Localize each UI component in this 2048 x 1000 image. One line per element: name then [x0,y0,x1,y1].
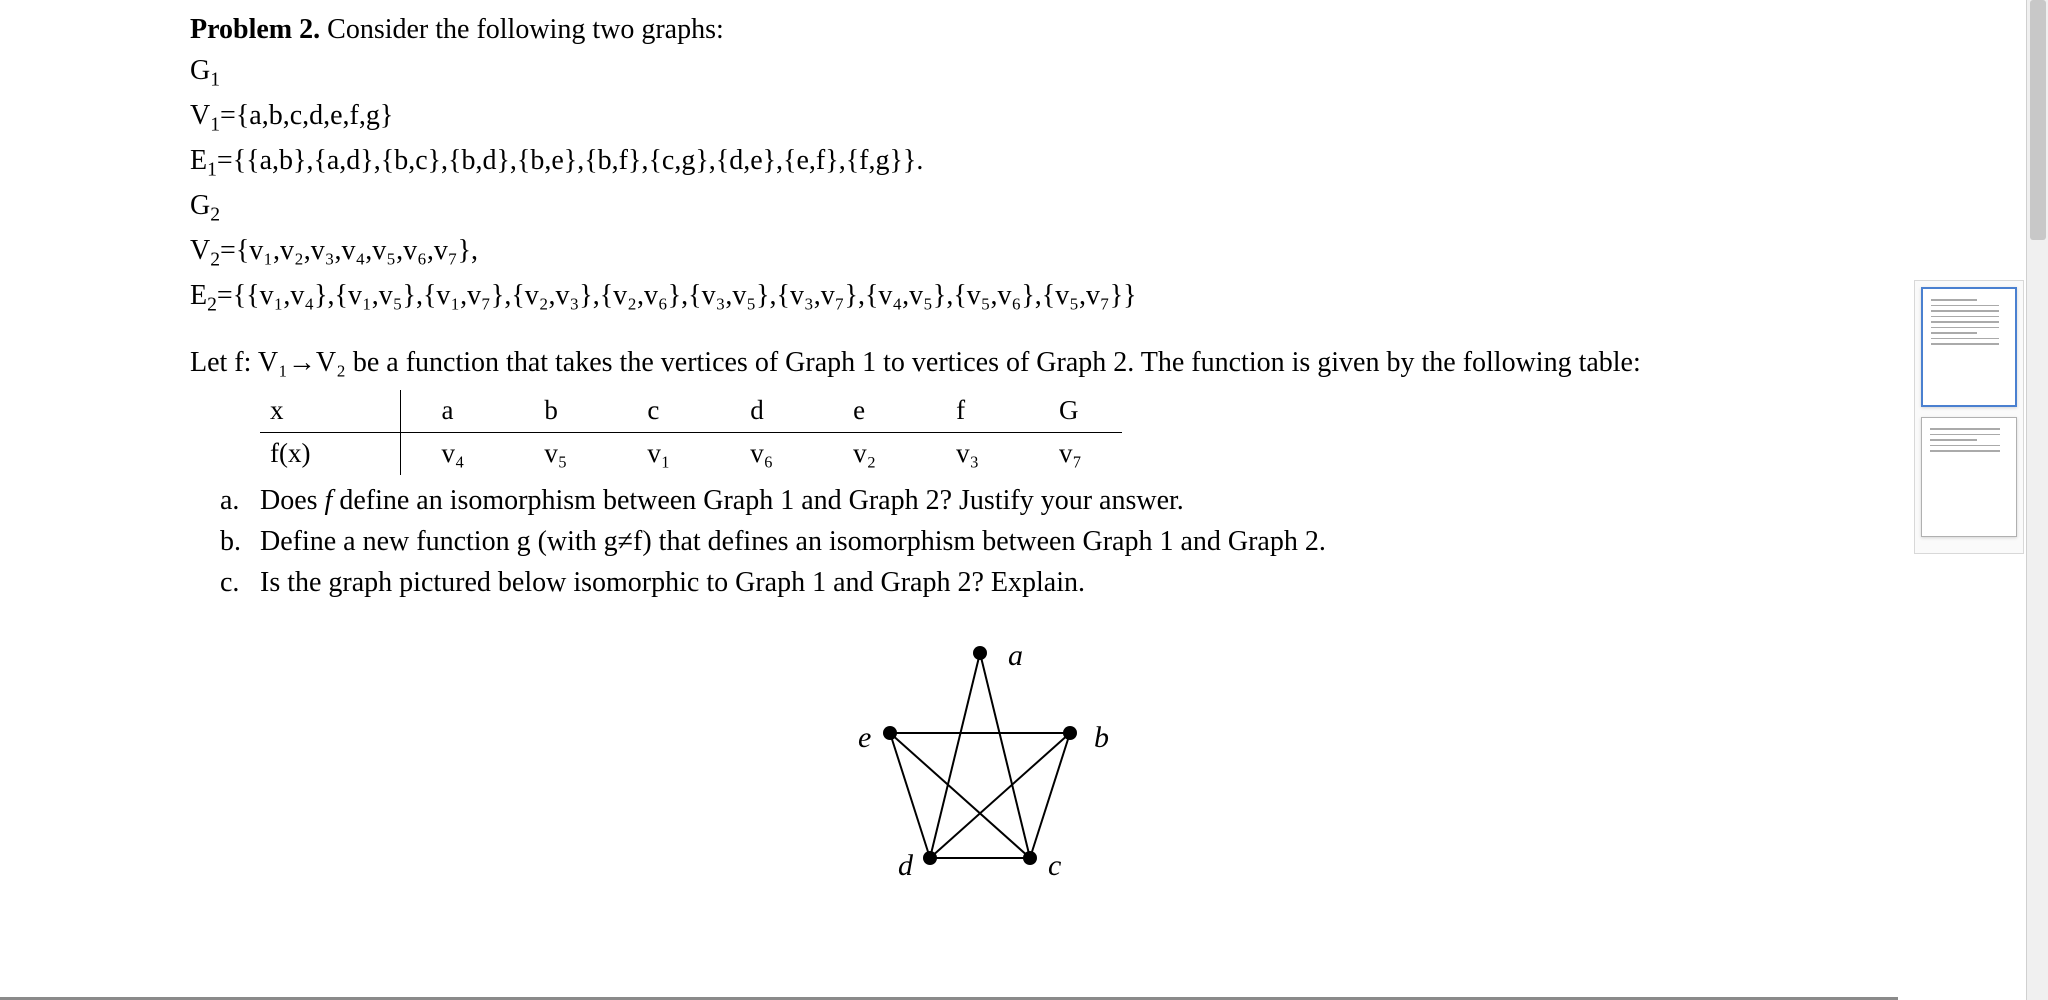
question-b: b. Define a new function g (with g≠f) th… [220,522,1770,561]
function-table: x a b c d e f G f(x) v₄ v₅ v₁ v₆ v₂ v₃ v… [260,390,1122,475]
question-a: a. Does f define an isomorphism between … [220,481,1770,520]
graph-vertex-label-a: a [1008,635,1023,677]
question-marker: a. [220,481,260,520]
question-text: Is the graph pictured below isomorphic t… [260,563,1770,602]
e1-line: E1={{a,b},{a,d},{b,c},{b,d},{b,e},{b,f},… [190,141,1770,184]
document-page: Problem 2. Consider the following two gr… [190,0,1770,903]
g2-label-line: G2 [190,186,1770,229]
thumbnail-page-1[interactable] [1921,287,2017,407]
graph-svg [780,623,1180,903]
vertical-scrollbar[interactable] [2026,0,2048,1000]
graph-vertex-label-e: e [858,717,871,759]
graph-figure: a b c d e [780,623,1180,903]
problem-intro: Consider the following two graphs: [327,14,724,45]
question-text: Define a new function g (with g≠f) that … [260,522,1770,561]
question-marker: b. [220,522,260,561]
graph-vertex-label-d: d [898,845,913,887]
graph-vertex-label-b: b [1094,717,1109,759]
v2-line: V2={v₁,v₂,v₃,v₄,v₅,v₆,v₇}, [190,231,1770,274]
question-text: Does f define an isomorphism between Gra… [260,481,1770,520]
thumbnail-page-2[interactable] [1921,417,2017,537]
table-row: x a b c d e f G [260,390,1122,432]
question-list: a. Does f define an isomorphism between … [220,481,1770,603]
graph-vertex-label-c: c [1048,845,1061,887]
question-c: c. Is the graph pictured below isomorphi… [220,563,1770,602]
scrollbar-thumb[interactable] [2030,0,2046,240]
function-paragraph: Let f: V₁→V₂ be a function that takes th… [190,343,1770,382]
problem-heading: Problem 2. Consider the following two gr… [190,10,1770,49]
problem-label: Problem 2. [190,14,320,45]
question-marker: c. [220,563,260,602]
table-row: f(x) v₄ v₅ v₁ v₆ v₂ v₃ v₇ [260,433,1122,475]
e2-line: E2={{v₁,v₄},{v₁,v₅},{v₁,v₇},{v₂,v₃},{v₂,… [190,276,1770,319]
g1-label-line: G1 [190,51,1770,94]
v1-line: V1={a,b,c,d,e,f,g} [190,96,1770,139]
thumbnail-panel[interactable] [1914,280,2024,554]
